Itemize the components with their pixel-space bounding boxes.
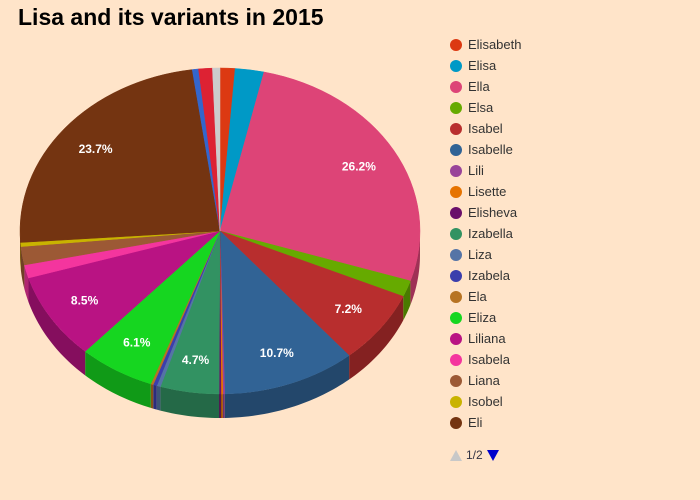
page-indicator: 1/2 bbox=[466, 448, 483, 462]
legend-label: Izabela bbox=[468, 268, 510, 283]
legend-item[interactable]: Isabelle bbox=[450, 139, 690, 160]
legend-swatch bbox=[450, 332, 462, 345]
pie-side bbox=[222, 393, 225, 418]
legend-item[interactable]: Eli bbox=[450, 412, 690, 433]
slice-label: 10.7% bbox=[260, 346, 294, 360]
legend-item[interactable]: Elisheva bbox=[450, 202, 690, 223]
legend-label: Elsa bbox=[468, 100, 494, 115]
legend-label: Lisette bbox=[468, 184, 507, 199]
slice-label: 26.2% bbox=[342, 159, 376, 173]
legend-swatch bbox=[450, 290, 462, 303]
legend: Elisabeth Elisa Ella Elsa Isabel Isabelle Lili… bbox=[450, 34, 690, 433]
legend-item[interactable]: Lisette bbox=[450, 181, 690, 202]
pie-slice[interactable] bbox=[219, 71, 421, 282]
legend-swatch bbox=[450, 395, 462, 408]
legend-item[interactable]: Elisa bbox=[450, 55, 690, 76]
legend-swatch bbox=[450, 353, 462, 366]
legend-item[interactable]: Liza bbox=[450, 244, 690, 265]
legend-item[interactable]: Ela bbox=[450, 286, 690, 307]
legend-item[interactable]: Liana bbox=[450, 370, 690, 391]
legend-swatch bbox=[450, 227, 462, 240]
pie-slice[interactable] bbox=[28, 230, 221, 352]
pie-side bbox=[219, 394, 221, 418]
legend-swatch bbox=[450, 122, 462, 135]
legend-item[interactable]: Ella bbox=[450, 76, 690, 97]
slice-label: 23.7% bbox=[79, 142, 113, 156]
legend-swatch bbox=[450, 80, 462, 93]
legend-item[interactable]: Izabela bbox=[450, 265, 690, 286]
legend-swatch bbox=[450, 311, 462, 324]
legend-label: Isabela bbox=[468, 352, 510, 367]
legend-item[interactable]: Izabella bbox=[450, 223, 690, 244]
pie-labels: 26.2% 7.2% 10.7% 4.7% 6.1% 8.5% 23.7% bbox=[71, 142, 376, 367]
legend-label: Isabel bbox=[468, 121, 503, 136]
pie-side bbox=[349, 296, 404, 380]
legend-swatch bbox=[450, 374, 462, 387]
legend-swatch bbox=[450, 38, 462, 51]
pie-side bbox=[403, 280, 411, 321]
pie-side bbox=[85, 351, 151, 408]
legend-item[interactable]: Isabela bbox=[450, 349, 690, 370]
page-down-icon[interactable] bbox=[486, 449, 499, 461]
legend-label: Liliana bbox=[468, 331, 506, 346]
legend-item[interactable]: Elsa bbox=[450, 97, 690, 118]
legend-swatch bbox=[450, 416, 462, 429]
legend-swatch bbox=[450, 206, 462, 219]
pie-side bbox=[20, 246, 25, 289]
slice-label: 4.7% bbox=[182, 353, 210, 367]
legend-label: Izabella bbox=[468, 226, 513, 241]
pie-side bbox=[153, 384, 157, 410]
legend-label: Elisheva bbox=[468, 205, 518, 220]
legend-label: Isobel bbox=[468, 394, 503, 409]
legend-item[interactable]: Elisabeth bbox=[450, 34, 690, 55]
legend-swatch bbox=[450, 269, 462, 282]
pie-top bbox=[19, 67, 421, 395]
pie-side bbox=[220, 393, 223, 418]
legend-item[interactable]: Eliza bbox=[450, 307, 690, 328]
legend-item[interactable]: Isabel bbox=[450, 118, 690, 139]
legend-pager: 1/2 bbox=[450, 448, 499, 462]
legend-label: Elisabeth bbox=[468, 37, 522, 52]
pie-side bbox=[156, 385, 161, 411]
legend-label: Liza bbox=[468, 247, 492, 262]
legend-swatch bbox=[450, 185, 462, 198]
legend-label: Eliza bbox=[468, 310, 497, 325]
legend-swatch bbox=[450, 164, 462, 177]
pie-side bbox=[150, 383, 154, 409]
legend-label: Elisa bbox=[468, 58, 497, 73]
legend-swatch bbox=[450, 101, 462, 114]
pie-slice[interactable] bbox=[219, 230, 350, 395]
legend-swatch bbox=[450, 143, 462, 156]
legend-label: Lili bbox=[468, 163, 484, 178]
legend-item[interactable]: Liliana bbox=[450, 328, 690, 349]
page-up-icon bbox=[450, 449, 462, 461]
legend-label: Eli bbox=[468, 415, 483, 430]
pie-side bbox=[160, 386, 220, 418]
pie-side bbox=[28, 277, 86, 376]
legend-swatch bbox=[450, 248, 462, 261]
legend-label: Ela bbox=[468, 289, 487, 304]
pie-slice[interactable] bbox=[19, 69, 221, 243]
pie-side bbox=[224, 355, 350, 418]
pie-side bbox=[410, 231, 420, 305]
legend-item[interactable]: Isobel bbox=[450, 391, 690, 412]
legend-label: Liana bbox=[468, 373, 500, 388]
pie-side bbox=[24, 264, 29, 302]
legend-label: Ella bbox=[468, 79, 490, 94]
pie-slice[interactable] bbox=[212, 67, 221, 232]
legend-label: Isabelle bbox=[468, 142, 513, 157]
slice-label: 8.5% bbox=[71, 293, 99, 307]
slice-label: 6.1% bbox=[123, 335, 151, 349]
legend-item[interactable]: Lili bbox=[450, 160, 690, 181]
chart-title: Lisa and its variants in 2015 bbox=[18, 4, 324, 30]
slice-label: 7.2% bbox=[335, 302, 363, 316]
legend-swatch bbox=[450, 59, 462, 72]
pie-sides bbox=[20, 231, 420, 418]
